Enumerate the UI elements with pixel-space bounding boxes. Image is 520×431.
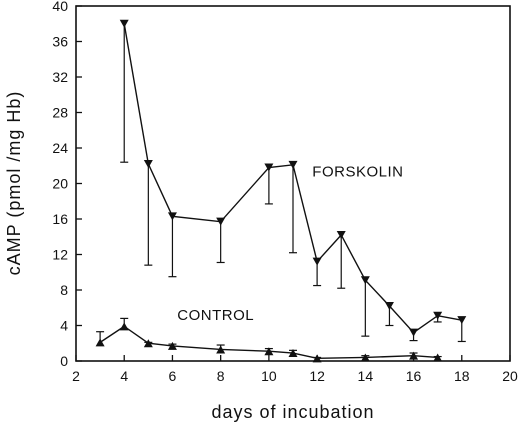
data-point-forskolin: [457, 316, 467, 325]
data-point-forskolin: [143, 159, 153, 168]
data-point-forskolin: [409, 328, 419, 337]
y-tick-label: 40: [52, 0, 68, 14]
series-layer: [95, 19, 467, 363]
data-point-control: [264, 347, 274, 356]
data-point-control: [95, 338, 105, 347]
data-point-forskolin: [336, 230, 346, 239]
x-tick-label: 10: [261, 368, 277, 384]
y-axis-title: cAMP (pmol /mg Hb): [4, 91, 24, 276]
data-point-forskolin: [384, 301, 394, 310]
data-point-control: [312, 354, 322, 363]
data-point-forskolin: [433, 311, 443, 320]
series-control: [95, 317, 443, 363]
data-point-control: [143, 339, 153, 348]
data-point-forskolin: [119, 19, 129, 28]
x-tick-label: 16: [406, 368, 422, 384]
data-point-forskolin: [360, 276, 370, 285]
y-tick-label: 8: [60, 282, 68, 298]
y-tick-label: 20: [52, 176, 68, 192]
data-point-control: [216, 345, 226, 354]
series-label-control: CONTROL: [177, 307, 254, 324]
x-tick-label: 12: [309, 368, 325, 384]
x-tick-label: 4: [120, 368, 128, 384]
y-tick-label: 32: [52, 69, 68, 85]
y-tick-label: 28: [52, 105, 68, 121]
data-point-control: [433, 353, 443, 362]
x-axis-title: days of incubation: [211, 402, 374, 422]
x-tick-label: 20: [502, 368, 518, 384]
data-point-forskolin: [288, 160, 298, 169]
data-point-control: [288, 349, 298, 358]
data-point-control: [409, 351, 419, 360]
y-tick-label: 12: [52, 247, 68, 263]
data-point-forskolin: [216, 217, 226, 226]
data-point-control: [119, 322, 129, 331]
series-forskolin: [119, 19, 467, 343]
y-tick-label: 4: [60, 318, 68, 334]
x-tick-label: 2: [72, 368, 80, 384]
x-tick-label: 6: [169, 368, 177, 384]
data-point-control: [360, 353, 370, 362]
data-point-forskolin: [312, 257, 322, 266]
y-tick-label: 16: [52, 211, 68, 227]
series-label-forskolin: FORSKOLIN: [312, 163, 403, 180]
x-tick-label: 14: [358, 368, 374, 384]
x-tick-label: 18: [454, 368, 470, 384]
data-point-forskolin: [264, 163, 274, 172]
data-point-forskolin: [167, 212, 177, 221]
y-tick-label: 36: [52, 34, 68, 50]
y-tick-label: 0: [60, 353, 68, 369]
x-tick-label: 8: [217, 368, 225, 384]
y-tick-label: 24: [52, 140, 68, 156]
data-point-control: [167, 341, 177, 350]
